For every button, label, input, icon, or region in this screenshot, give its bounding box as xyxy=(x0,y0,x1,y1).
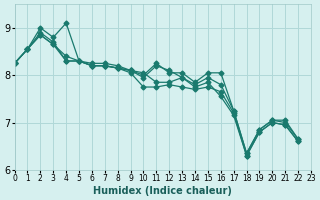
X-axis label: Humidex (Indice chaleur): Humidex (Indice chaleur) xyxy=(93,186,232,196)
